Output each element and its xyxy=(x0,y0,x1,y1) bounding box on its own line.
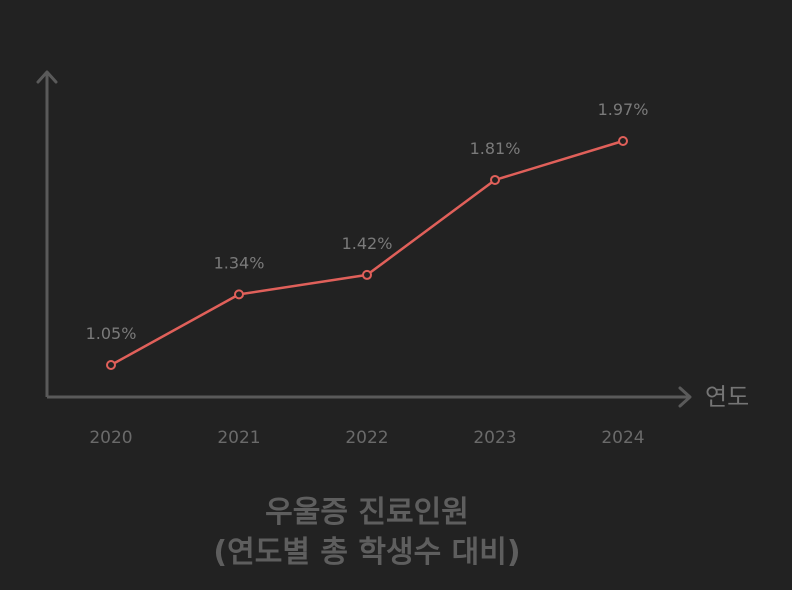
chart-title: 우울증 진료인원 (연도별 총 학생수 대비) xyxy=(213,495,520,570)
chart-axes: 연도 xyxy=(36,70,749,411)
data-point-2020 xyxy=(106,360,116,370)
chart-title-line-1: 우울증 진료인원 xyxy=(265,495,469,530)
data-point-2024 xyxy=(618,136,628,146)
x-tick-label-2020: 2020 xyxy=(89,428,132,448)
series-layer xyxy=(106,136,628,370)
x-tick-labels: 2020 2021 2022 2023 2024 xyxy=(89,428,644,448)
data-label-2021: 1.34% xyxy=(214,253,265,272)
y-axis-arrow-icon xyxy=(36,70,58,84)
data-labels: 1.05% 1.34% 1.42% 1.81% 1.97% xyxy=(86,100,649,343)
data-label-2022: 1.42% xyxy=(342,234,393,253)
x-tick-label-2021: 2021 xyxy=(217,428,260,448)
x-axis-label: 연도 xyxy=(705,383,749,411)
chart-title-line-2: (연도별 총 학생수 대비) xyxy=(213,535,520,570)
x-tick-label-2022: 2022 xyxy=(345,428,388,448)
x-tick-label-2023: 2023 xyxy=(473,428,516,448)
x-tick-label-2024: 2024 xyxy=(601,428,644,448)
data-point-2021 xyxy=(234,289,244,300)
data-point-2022 xyxy=(362,269,372,280)
data-label-2023: 1.81% xyxy=(470,139,521,158)
data-label-2020: 1.05% xyxy=(86,324,137,343)
series-line xyxy=(109,139,625,367)
data-point-2023 xyxy=(490,174,500,185)
data-label-2024: 1.97% xyxy=(598,100,649,119)
x-axis-arrow-icon xyxy=(678,386,692,408)
